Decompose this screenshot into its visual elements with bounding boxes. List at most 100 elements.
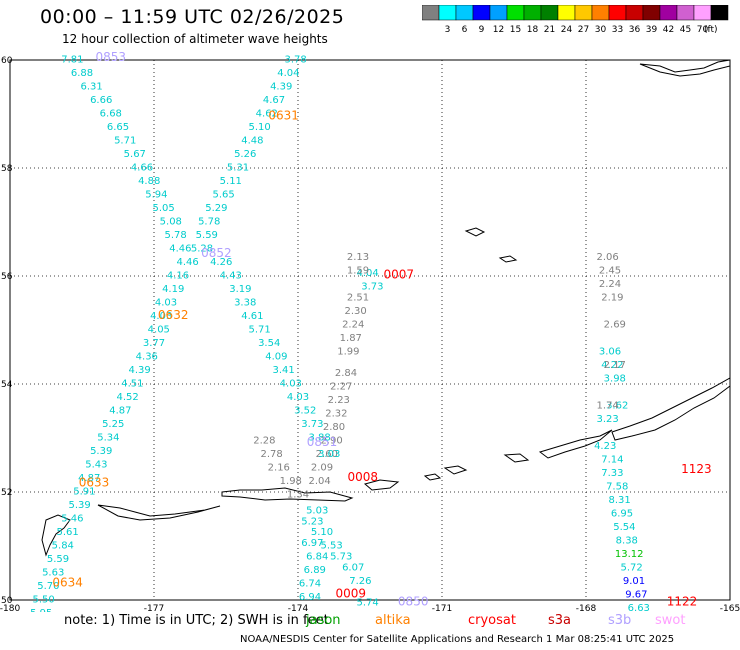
map-frame [9, 59, 731, 601]
wave-height-value: 2.51 [347, 292, 369, 303]
wave-height-value: 2.19 [601, 292, 623, 303]
wave-height-value: 9.01 [623, 576, 645, 587]
pass-time-label: 1123 [681, 462, 712, 476]
wave-height-value: 6.74 [299, 579, 321, 590]
colorbar-label: 21 [544, 25, 555, 35]
coastline [538, 429, 613, 459]
lat-tick-label: 54 [1, 380, 13, 390]
wave-height-value: 3.41 [272, 365, 294, 376]
wave-height-value: 2.04 [308, 476, 330, 487]
map-subtitle: 12 hour collection of altimeter wave hei… [62, 32, 328, 46]
wave-height-value: 5.26 [234, 149, 256, 160]
wave-height-value: 6.68 [100, 109, 122, 120]
lat-tick-label: 50 [1, 596, 13, 606]
wave-height-value: 4.43 [220, 271, 242, 282]
wave-height-value: 7.81 [61, 55, 83, 66]
lat-tick-label: 58 [1, 164, 13, 174]
wave-height-value: 5.46 [61, 514, 83, 525]
colorbar-label: 9 [479, 25, 485, 35]
coastline [41, 514, 71, 557]
wave-height-value: 1.59 [347, 265, 369, 276]
pass-time-label: 0007 [384, 268, 415, 282]
colorbar-label: 6 [462, 25, 468, 35]
wave-height-value: 2.16 [268, 462, 290, 473]
wave-height-value: 5.74 [356, 597, 378, 608]
wave-height-value: 2.60 [316, 449, 338, 460]
wave-height-value: 5.59 [196, 230, 218, 241]
coastline [639, 59, 731, 77]
lon-tick-label: -177 [144, 604, 164, 612]
wave-height-value: 4.52 [116, 392, 138, 403]
coastline [464, 227, 486, 237]
wave-height-value: 4.87 [109, 406, 131, 417]
wave-height-value: 4.05 [148, 325, 170, 336]
colorbar-label: 3 [445, 25, 451, 35]
coastline [363, 479, 400, 491]
pass-time-label: 0850 [398, 594, 429, 608]
wave-height-value: 6.94 [299, 592, 321, 603]
wave-height-value: 5.84 [52, 541, 74, 552]
lon-tick-label: -180 [0, 604, 20, 612]
wave-height-value: 5.63 [42, 568, 64, 579]
wave-height-value: 4.88 [138, 176, 160, 187]
wave-height-value: 4.39 [270, 82, 292, 93]
colorbar-label: 24 [561, 25, 573, 35]
wave-height-value: 5.71 [248, 325, 270, 336]
wave-height-value: 5.25 [102, 419, 124, 430]
wave-height-value: 5.61 [56, 527, 78, 538]
wave-height-value: 4.19 [162, 284, 184, 295]
wave-height-value: 5.53 [320, 541, 342, 552]
wave-height-value: 5.70 [37, 581, 59, 592]
wave-height-value: 4.66 [131, 163, 153, 174]
wave-height-value: 2.23 [328, 395, 350, 406]
wave-height-value: 5.67 [124, 149, 146, 160]
footnote: note: 1) Time is in UTC; 2) SWH is in fe… [64, 613, 329, 628]
wave-height-value: 1.98 [280, 476, 302, 487]
wave-height-value: 6.65 [107, 122, 129, 133]
wave-height-value: 2.13 [347, 252, 369, 263]
wave-height-value: 5.71 [114, 136, 136, 147]
wave-height-value: 5.43 [85, 460, 107, 471]
wave-height-value: 4.23 [594, 441, 616, 452]
pass-time-label: 0008 [348, 470, 379, 484]
wave-height-value: 2.24 [342, 319, 364, 330]
legend-item-cryosat: cryosat [468, 613, 516, 628]
pass-time-label: 0632 [158, 308, 189, 322]
coastline [611, 377, 731, 441]
pass-time-label: 0851 [307, 435, 338, 449]
wave-height-value: 4.39 [128, 365, 150, 376]
wave-height-value: 4.16 [167, 271, 189, 282]
colorbar-label: 12 [493, 25, 504, 35]
colorbar-bin [710, 5, 729, 21]
wave-height-value: 4.51 [121, 379, 143, 390]
colorbar-label: 70 [697, 25, 709, 35]
wave-height-value: 6.95 [611, 508, 633, 519]
wave-height-value: 4.67 [263, 95, 285, 106]
wave-height-value: 2.30 [344, 306, 366, 317]
wave-height-value: 5.03 [306, 506, 328, 517]
wave-height-map[interactable]: -180 -177 -174 -171 -168 -165 60 58 56 54 52 50 7.81… [0, 0, 740, 612]
colorbar-label: 42 [663, 25, 674, 35]
wave-height-value: 2.78 [260, 449, 282, 460]
wave-height-value: 1.87 [340, 333, 362, 344]
pass-time-label: 0852 [201, 246, 232, 260]
wave-height-value: 6.97 [301, 538, 323, 549]
colorbar: 3 6 9 12 15 18 21 24 27 30 33 36 39 42 45 70(ft) [422, 5, 729, 35]
wave-height-value: 5.50 [32, 595, 54, 606]
coastline [503, 453, 530, 463]
wave-height-value: 5.94 [145, 190, 167, 201]
wave-height-value: 5.23 [301, 516, 323, 527]
wave-height-value: 5.78 [164, 230, 186, 241]
wave-height-value: 2.90 [320, 435, 342, 446]
pass-time-label: 0853 [96, 50, 127, 64]
wave-height-value: 6.84 [306, 552, 328, 563]
wave-height-value: 2.17 [604, 360, 626, 371]
wave-height-value: 5.72 [620, 562, 642, 573]
legend-item-jason: jason [306, 613, 341, 628]
wave-height-value: 9.67 [625, 589, 647, 600]
wave-height-value: 1.74 [596, 400, 618, 411]
wave-height-value: 2.32 [325, 408, 347, 419]
wave-height-value: 3.54 [258, 338, 280, 349]
coastline [498, 255, 518, 263]
wave-height-value: 2.27 [330, 381, 352, 392]
